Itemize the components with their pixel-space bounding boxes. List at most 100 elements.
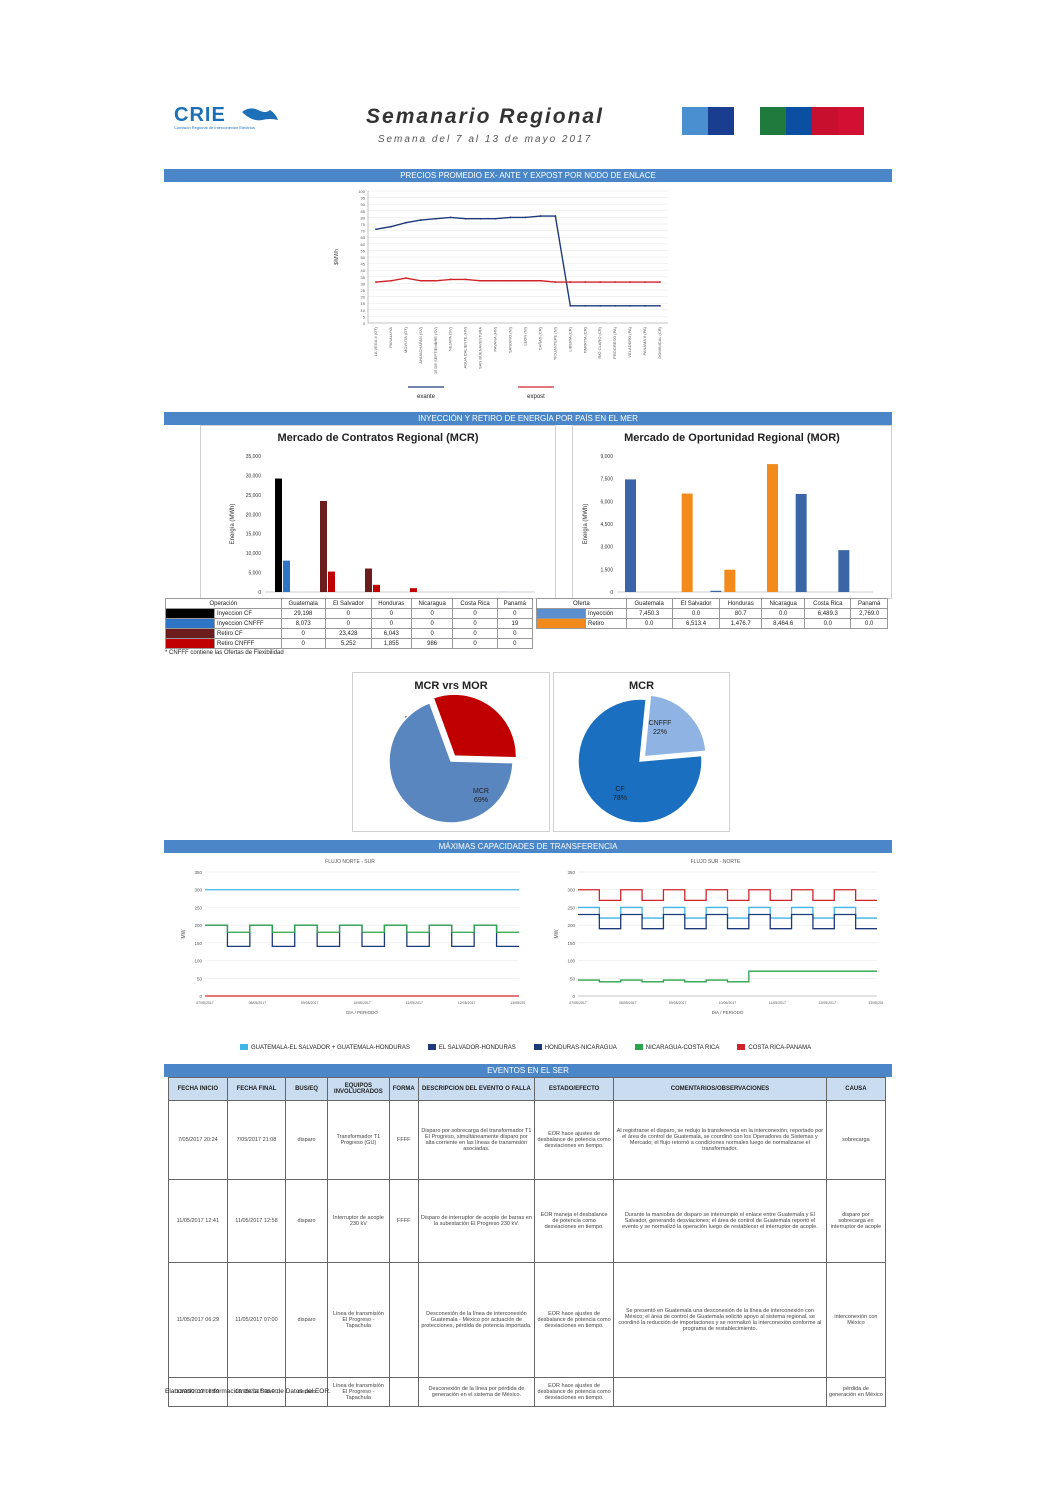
y-tick-label: 250 (567, 905, 575, 910)
row-color-swatch (536, 618, 586, 629)
flags-banner (682, 107, 864, 135)
data-point (569, 281, 572, 283)
y-tick-label: 150 (567, 941, 575, 946)
logo-map-icon (242, 108, 278, 121)
table-row: Inyeccion CF 29,198 0 0 0 0 0 (165, 608, 534, 619)
events-header-cell: EQUIPOS INVOLUCRADOS (326, 1077, 390, 1101)
y-axis-label: Energía (MWh) (583, 504, 589, 545)
section-title-transfer: MÁXIMAS CAPACIDADES DE TRANSFERENCIA (164, 840, 892, 853)
y-tick-label: 300 (194, 888, 202, 893)
x-tick-label: PAVANA (HN) (493, 326, 498, 351)
x-tick-label: 09/05/2017 (301, 1001, 319, 1005)
x-tick-label: 11/05/2017 (769, 1001, 786, 1005)
x-tick-label: PANAMA II (PA) (642, 326, 647, 355)
x-tick-label: 09/05/2017 (669, 1001, 687, 1005)
table-cell: 5,252 (324, 638, 372, 649)
y-tick-label: 35,000 (246, 454, 262, 460)
event-row: 7/05/2017 20:24 7/05/2017 21:08 disparo Tra… (168, 1100, 887, 1180)
y-tick-label: 35 (361, 275, 366, 280)
events-header-cell: FECHA INICIO (168, 1077, 228, 1101)
data-point (524, 279, 527, 282)
table-cell: 0.0 (804, 618, 852, 629)
bar-Retiro CF-Honduras (365, 568, 372, 592)
table-header-cell: El Salvador (324, 598, 372, 609)
events-table: FECHA INICIO FECHA FINAL BUS/EQ EQUIPOS INV… (168, 1077, 887, 1407)
y-tick-label: 75 (361, 222, 366, 227)
mor-table: Oferta Guatemala El Salvador Honduras Nicara… (536, 598, 888, 629)
x-tick-label: 13/05/2017 (510, 1001, 525, 1005)
footer-note: Elaborado con información de la Base de … (165, 1388, 331, 1395)
x-tick-label: MOYUTA (GT) (403, 326, 408, 353)
table-header-cell: Panamá (850, 598, 888, 609)
event-cell: disparo (285, 1179, 328, 1263)
flow-series-NICARAGUA-COSTA RICA (205, 924, 519, 933)
x-axis-label: DIA / PERIODO (346, 1010, 378, 1015)
y-tick-label: 20 (361, 295, 366, 300)
y-tick-label: 15,000 (246, 532, 262, 538)
table-cell: 2,769.0 (850, 608, 888, 619)
bar-Inyección-Costa Rica (795, 493, 807, 592)
x-tick-label: 07/05/2017 (569, 1001, 587, 1005)
event-row: 11/05/2017 06:29 11/05/2017 07:00 disparo L… (168, 1262, 887, 1378)
table-cell: 0 (496, 638, 534, 649)
row-color-swatch (165, 628, 215, 639)
table-cell: 1,476.7 (719, 618, 762, 629)
table-cell: 8,464.6 (760, 618, 806, 629)
table-header-cell: Nicaragua (410, 598, 454, 609)
table-header-cell: Costa Rica (804, 598, 852, 609)
table-header-cell: Operación (165, 598, 282, 609)
table-header-cell: El Salvador (671, 598, 721, 609)
y-tick-label: 60 (361, 242, 366, 247)
flag-swatch (812, 107, 838, 135)
mcr-table-note: * CNFFF contiene las Ofertas de Flexibil… (165, 650, 284, 656)
page-title: Semanario Regional (366, 105, 604, 128)
legend-label: HONDURAS-NICARAGUA (544, 1044, 617, 1051)
y-axis-label: Energía (MWh) (230, 504, 236, 545)
y-tick-label: 200 (194, 923, 202, 928)
legend-label-expost: expost (527, 394, 545, 400)
x-tick-label: PANALUYA (388, 327, 393, 348)
legend-item: COSTA RICA-PANAMA (737, 1044, 811, 1051)
table-header-cell: Honduras (370, 598, 412, 609)
y-tick-label: 10,000 (246, 551, 262, 557)
mcr-chart-box: Mercado de Contratos Regional (MCR) 0 5,0… (200, 425, 556, 599)
y-tick-label: 30 (361, 281, 366, 286)
y-tick-label: 25,000 (246, 493, 262, 499)
x-tick-label: TICUANTEPE (NI) (552, 326, 557, 360)
table-header-cell: Panamá (496, 598, 534, 609)
y-tick-label: 6,000 (600, 499, 613, 505)
x-tick-label: LA VEGA II (GT) (373, 326, 378, 356)
data-point (375, 228, 377, 231)
y-tick-label: 5,000 (248, 571, 261, 577)
flag-swatch (682, 107, 708, 135)
y-tick-label: 80 (361, 215, 366, 220)
y-tick-label: 85 (361, 209, 366, 214)
event-row: 13/05/2017 08:59 13/05/2017 09:00 disparo L… (168, 1377, 887, 1407)
data-point (554, 281, 557, 283)
x-tick-label: 12/05/2017 (818, 1001, 836, 1005)
legend-label: GUATEMALA-EL SALVADOR + GUATEMALA-HONDUR… (251, 1044, 410, 1051)
data-point (644, 281, 646, 283)
table-cell: 0 (324, 608, 372, 619)
pie-mcr: MCR CNFFF 22% CF 78% (577, 680, 707, 824)
table-cell: 19 (496, 618, 534, 629)
events-header-cell: COMENTARIOS/OBSERVACIONES (612, 1077, 827, 1101)
y-tick-label: 45 (361, 262, 366, 267)
y-tick-label: 55 (361, 248, 366, 253)
data-point (614, 304, 617, 307)
y-tick-label: 5 (363, 314, 366, 319)
event-cell: FFFF (388, 1100, 419, 1180)
data-point (539, 215, 542, 217)
y-axis-label: MW (554, 929, 560, 938)
data-point (509, 216, 512, 219)
event-cell: Al registrarse el disparo, se redujo la … (612, 1100, 827, 1180)
y-tick-label: 7,500 (600, 477, 613, 483)
row-label: Retiro CF (214, 628, 282, 639)
event-cell: sobrecarga (825, 1100, 887, 1180)
table-cell: 0 (496, 608, 534, 619)
table-header-cell: Guatemala (625, 598, 673, 609)
event-cell: disparo por sobrecarga en interruptor de… (825, 1179, 887, 1263)
y-tick-label: 30,000 (246, 473, 262, 479)
table-cell: 0 (370, 618, 412, 629)
data-point (494, 217, 497, 220)
